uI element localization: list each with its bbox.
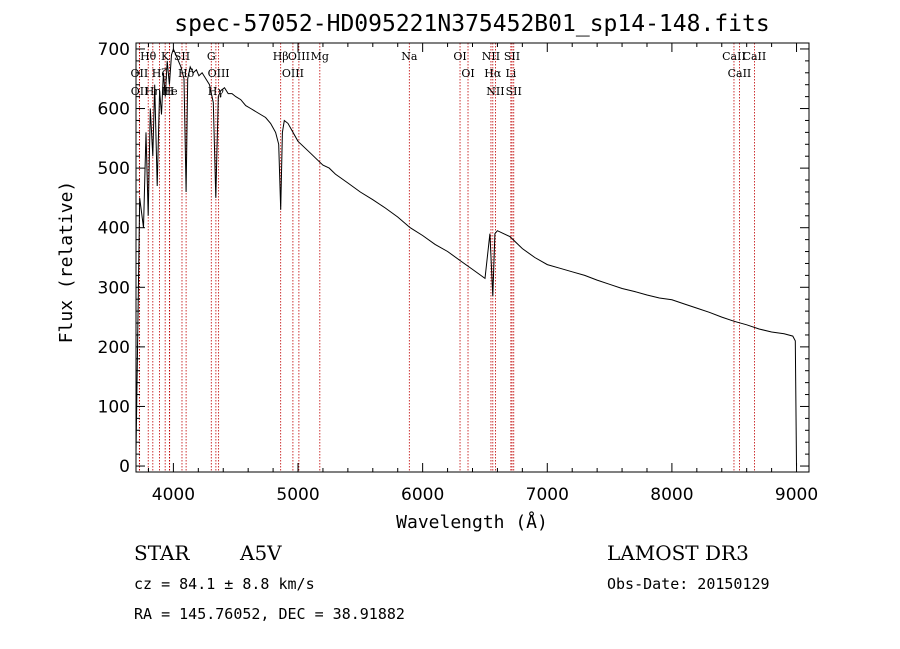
line-label: Na	[401, 50, 418, 63]
redshift-cz: cz = 84.1 ± 8.8 km/s	[134, 575, 315, 593]
line-label: OIII	[282, 67, 304, 80]
line-label: Hβ	[273, 50, 289, 63]
survey-name: LAMOST DR3	[607, 541, 749, 565]
x-tick-label: 7000	[526, 485, 569, 505]
chart-title: spec-57052-HD095221N375452B01_sp14-148.f…	[174, 11, 769, 37]
line-label: NII	[486, 85, 504, 98]
line-label: CaII	[728, 67, 752, 80]
line-label: OIII	[208, 67, 230, 80]
coordinates: RA = 145.76052, DEC = 38.91882	[134, 605, 405, 623]
line-label: OIII	[288, 50, 310, 63]
x-tick-label: 4000	[152, 485, 195, 505]
plot-frame	[135, 42, 810, 473]
line-label: CaII	[722, 50, 746, 63]
line-label: K	[161, 50, 170, 63]
line-label: SII	[506, 85, 522, 98]
y-tick-label: 100	[98, 397, 130, 417]
x-tick-label: 8000	[650, 485, 693, 505]
y-tick-label: 200	[98, 338, 130, 358]
line-label: Hθ	[140, 50, 157, 63]
y-tick-label: 0	[119, 457, 130, 477]
line-label: OII	[131, 85, 149, 98]
line-label: He	[162, 85, 178, 98]
x-axis-label: Wavelength (Å)	[396, 511, 548, 533]
y-tick-label: 700	[98, 40, 130, 60]
y-axis-label: Flux (relative)	[56, 181, 77, 344]
line-label: Hα	[484, 67, 502, 80]
y-tick-label: 300	[98, 278, 130, 298]
line-label: Mg	[311, 50, 329, 63]
line-label: Li	[505, 67, 516, 80]
line-label: H	[165, 85, 175, 98]
line-label: OI	[453, 50, 466, 63]
x-tick-label: 9000	[775, 485, 818, 505]
x-tick-label: 5000	[276, 485, 319, 505]
line-label: OII	[131, 67, 149, 80]
x-tick-label: 6000	[401, 485, 444, 505]
object-subclass: A5V	[239, 541, 282, 565]
y-tick-label: 600	[98, 100, 130, 120]
emission-line-markers	[138, 43, 755, 472]
line-label: G	[207, 50, 216, 63]
line-label: Hη	[145, 85, 161, 98]
line-label: CaII	[743, 50, 767, 63]
obs-date: Obs-Date: 20150129	[607, 575, 770, 593]
axis-ticks: 4000 5000 6000 7000 8000 9000 0 100 200 300 400 500…	[98, 40, 819, 505]
line-label: Hζ	[152, 67, 168, 80]
object-type: STAR	[134, 541, 190, 565]
line-label: SII	[504, 50, 520, 63]
y-tick-label: 400	[98, 219, 130, 239]
line-label: Hδ	[178, 67, 195, 80]
y-tick-label: 500	[98, 159, 130, 179]
spectrum-line	[135, 47, 797, 467]
line-label: NII	[482, 50, 500, 63]
line-label: OI	[461, 67, 474, 80]
